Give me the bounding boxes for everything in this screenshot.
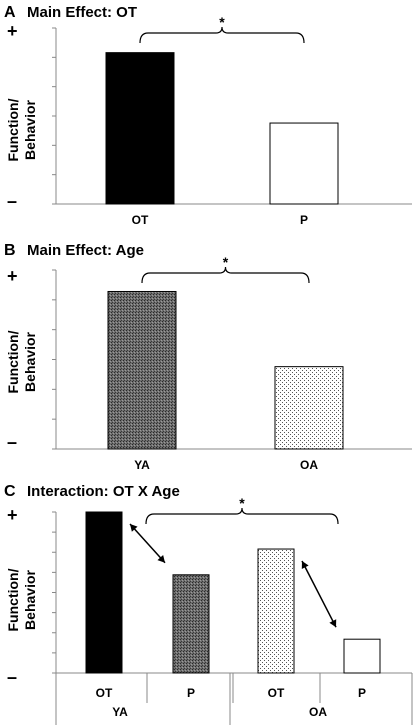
panel-c-letter: C	[4, 483, 16, 500]
panel-c-plot: OT P OT P YA OA *	[52, 495, 413, 725]
panel-c-ylabel-line1: Function/	[5, 568, 21, 631]
panel-b-plot: YA OA *	[52, 254, 412, 472]
panel-a-y-plus: +	[7, 21, 18, 41]
panel-c-group-label-1: OA	[309, 705, 327, 719]
panel-c-arrow-0-head-end	[157, 555, 165, 563]
panel-c-arrow-1-head-start	[301, 561, 309, 570]
panel-b-significance-star: *	[223, 254, 229, 270]
panel-c-arrow-0	[129, 523, 166, 564]
panel-b-title: Main Effect: Age	[27, 242, 144, 259]
panel-c-arrow-1-head-end	[329, 619, 337, 628]
panel-a-ylabel-line2: Behavior	[22, 99, 38, 159]
panel-b-ylabel-line1: Function/	[5, 330, 21, 393]
panel-c-group-label-0: YA	[112, 705, 128, 719]
panel-b: B Main Effect: Age + – Function/ Behavio…	[4, 242, 412, 472]
panel-a-x-tick-label: OT	[132, 213, 149, 227]
panel-c-ylabel-line2: Behavior	[22, 569, 38, 629]
panel-a-ylabel-line1: Function/	[5, 98, 21, 161]
panel-c-x-tick-label: OT	[96, 686, 113, 700]
panel-b-x-tick-label: YA	[134, 458, 150, 472]
panel-c-y-plus: +	[7, 505, 18, 525]
panel-b-bar-0	[107, 290, 177, 450]
panel-c-ylabel: Function/ Behavior	[5, 568, 38, 631]
panel-c-x-tick-label: OT	[268, 686, 285, 700]
panel-b-significance-brace	[141, 266, 310, 284]
panel-c-arrow-1	[301, 560, 337, 628]
panel-a-bar-1	[269, 122, 339, 205]
panel-a-letter: A	[4, 4, 16, 21]
panel-b-y-minus: –	[7, 432, 17, 452]
panel-a-plot: OT P *	[52, 14, 412, 227]
panel-b-ylabel-line2: Behavior	[22, 331, 38, 391]
panel-a-x-tick-label: P	[300, 213, 308, 227]
panel-b-y-plus: +	[7, 266, 18, 286]
panel-a-significance-star: *	[219, 14, 225, 30]
panel-c: C Interaction: OT X Age + – Function/ Be…	[4, 483, 413, 725]
panel-c-x-tick-label: P	[187, 686, 195, 700]
panel-c-bar-1	[172, 574, 210, 674]
panel-a-title: Main Effect: OT	[27, 4, 137, 21]
panel-a-y-minus: –	[7, 191, 17, 211]
panel-a-ylabel: Function/ Behavior	[5, 98, 38, 161]
panel-c-bar-2	[257, 548, 295, 674]
panel-c-significance-brace	[145, 507, 339, 525]
panel-c-title: Interaction: OT X Age	[27, 483, 180, 500]
panel-b-ylabel: Function/ Behavior	[5, 330, 38, 393]
panel-c-arrow-0-head-start	[130, 524, 138, 532]
panel-b-bar-1	[274, 366, 344, 450]
panel-a: A Main Effect: OT + – Function/ Behavior…	[4, 4, 412, 227]
panel-c-bar-3	[343, 638, 381, 674]
panel-b-letter: B	[4, 242, 16, 259]
panel-b-x-tick-label: OA	[300, 458, 318, 472]
panel-c-x-tick-label: P	[358, 686, 366, 700]
panel-a-bar-0	[105, 52, 175, 205]
panel-c-bar-0	[85, 511, 123, 674]
panel-c-significance-star: *	[239, 495, 245, 511]
panel-a-significance-brace	[139, 26, 305, 44]
panel-c-y-minus: –	[7, 667, 17, 687]
